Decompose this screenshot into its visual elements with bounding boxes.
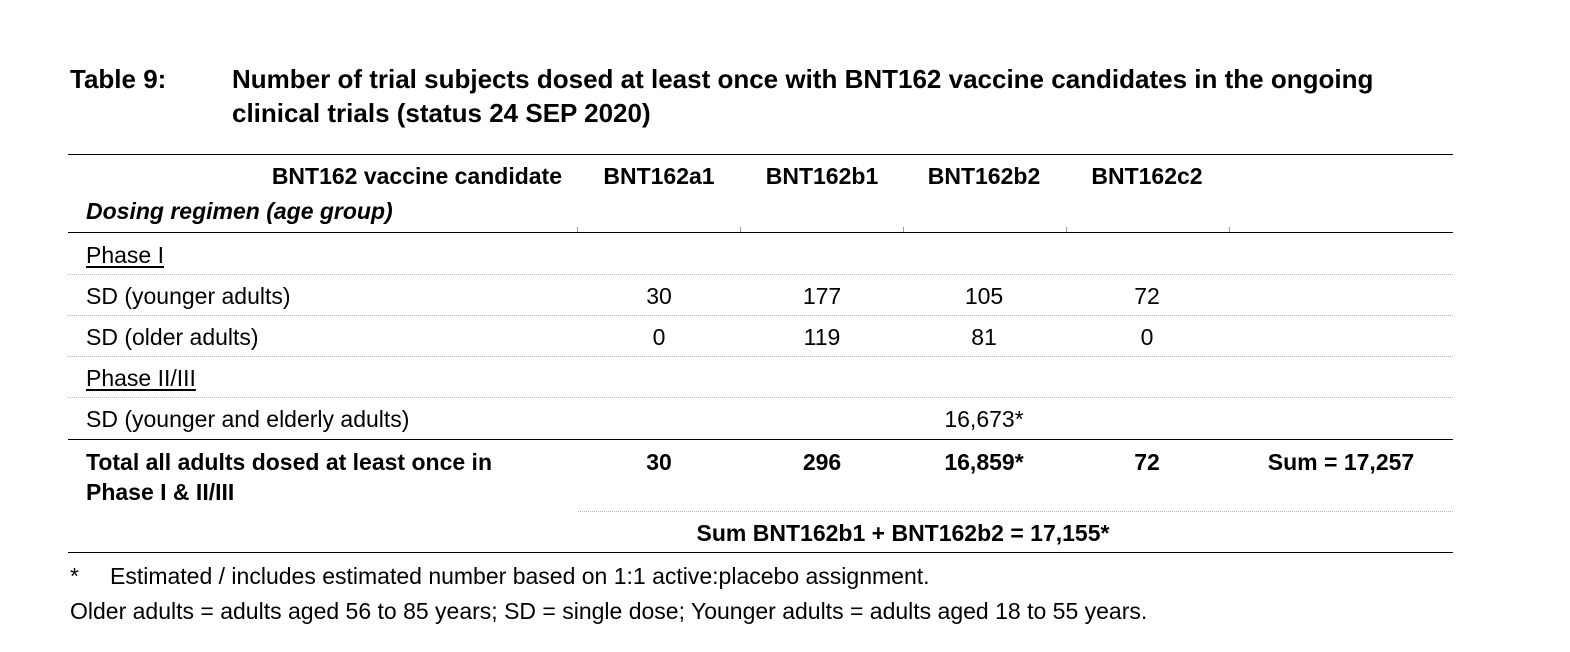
phase2-section-label: Phase II/III [86,365,196,391]
row-divider [68,397,1453,398]
row-divider [578,511,1453,512]
row-label: SD (older adults) [86,324,259,350]
row-label: SD (younger adults) [86,283,291,309]
table-cell: 0 [1140,324,1154,350]
total-cell: 72 [1134,449,1160,475]
row-divider [68,315,1453,316]
header-regimen-label: Dosing regimen (age group) [86,198,393,224]
footnote-abbreviations: Older adults = adults aged 56 to 85 year… [70,598,1148,624]
footnote-asterisk-text: Estimated / includes estimated number ba… [110,563,930,589]
table-cell: 72 [1134,283,1160,309]
table-title: Number of trial subjects dosed at least … [232,64,1374,128]
total-label-line2: Phase I & II/III [86,479,235,505]
row-divider [68,274,1453,275]
total-label-line1: Total all adults dosed at least once in [86,449,492,475]
column-separator [740,227,741,233]
table-top-rule [68,154,1453,155]
row-divider [68,356,1453,357]
header-col-bnt162b2: BNT162b2 [927,163,1041,189]
header-candidate-label: BNT162 vaccine candidate [271,163,562,189]
table-cell: 0 [652,324,666,350]
header-col-bnt162c2: BNT162c2 [1091,163,1203,189]
table-cell: 105 [964,283,1004,309]
total-cell: 16,859* [944,449,1024,475]
footnote-asterisk-mark: * [70,563,79,589]
table-number: Table 9: [70,64,167,94]
header-col-bnt162a1: BNT162a1 [603,163,715,189]
header-bottom-rule [68,232,1453,233]
column-separator [1229,227,1230,233]
total-top-rule [68,439,1453,440]
total-cell: 30 [646,449,672,475]
table-cell: 30 [646,283,672,309]
table-cell: 81 [971,324,997,350]
header-col-bnt162b1: BNT162b1 [765,163,879,189]
table-bottom-rule [68,552,1453,553]
total-sum: Sum = 17,257 [1267,449,1415,475]
phase1-section-label: Phase I [86,242,164,268]
combined-sum: Sum BNT162b1 + BNT162b2 = 17,155* [696,520,1110,546]
column-separator [903,227,904,233]
row-label: SD (younger and elderly adults) [86,406,410,432]
table-cell: 119 [803,324,841,350]
table-cell: 16,673* [944,406,1024,432]
table-cell: 177 [802,283,842,309]
column-separator [1066,227,1067,233]
total-cell: 296 [802,449,842,475]
column-separator [577,227,578,233]
